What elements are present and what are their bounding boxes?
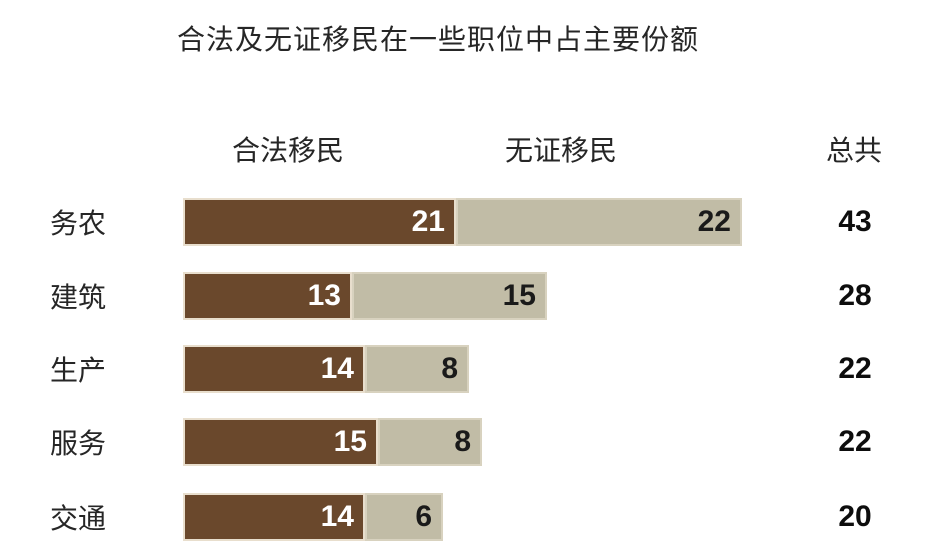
category-label: 生产 xyxy=(50,355,107,386)
legal-value-label: 15 xyxy=(333,425,367,458)
total-value: 43 xyxy=(838,205,872,238)
stacked-bar: 13 15 xyxy=(183,272,547,320)
chart-row: 建筑 13 15 28 xyxy=(0,272,936,320)
total-column-header: 总共 xyxy=(826,135,883,166)
legal-value-label: 21 xyxy=(411,205,445,238)
category-label: 交通 xyxy=(50,503,107,534)
bar-segment-undocumented: 15 xyxy=(352,272,547,320)
undocumented-value-label: 15 xyxy=(502,279,536,312)
legal-value-label: 13 xyxy=(307,279,341,312)
undocumented-value-label: 22 xyxy=(697,205,731,238)
chart-row: 服务 15 8 22 xyxy=(0,418,936,466)
total-value: 22 xyxy=(838,425,872,458)
bar-segment-legal: 15 xyxy=(183,418,378,466)
bar-segment-legal: 14 xyxy=(183,493,365,541)
bar-segment-undocumented: 8 xyxy=(365,345,469,393)
stacked-bar: 14 6 xyxy=(183,493,443,541)
stacked-bar: 14 8 xyxy=(183,345,469,393)
chart-row: 务农 21 22 43 xyxy=(0,198,936,246)
legend-legal-immigrants-label: 合法移民 xyxy=(232,135,345,166)
stacked-bar: 15 8 xyxy=(183,418,482,466)
category-label: 务农 xyxy=(50,208,107,239)
legal-value-label: 14 xyxy=(320,500,354,533)
undocumented-value-label: 6 xyxy=(415,500,432,533)
bar-segment-undocumented: 22 xyxy=(456,198,742,246)
category-label: 服务 xyxy=(50,428,107,459)
undocumented-value-label: 8 xyxy=(454,425,471,458)
bar-segment-undocumented: 6 xyxy=(365,493,443,541)
category-label: 建筑 xyxy=(50,282,107,313)
bar-segment-legal: 21 xyxy=(183,198,456,246)
stacked-bar: 21 22 xyxy=(183,198,742,246)
undocumented-value-label: 8 xyxy=(441,352,458,385)
chart-row: 交通 14 6 20 xyxy=(0,493,936,541)
chart-row: 生产 14 8 22 xyxy=(0,345,936,393)
bar-segment-legal: 13 xyxy=(183,272,352,320)
total-value: 22 xyxy=(838,352,872,385)
total-value: 28 xyxy=(838,279,872,312)
legend-undocumented-immigrants-label: 无证移民 xyxy=(505,135,618,166)
bar-segment-undocumented: 8 xyxy=(378,418,482,466)
bar-segment-legal: 14 xyxy=(183,345,365,393)
legal-value-label: 14 xyxy=(320,352,354,385)
total-value: 20 xyxy=(838,500,872,533)
chart-title: 合法及无证移民在一些职位中占主要份额 xyxy=(177,24,700,55)
